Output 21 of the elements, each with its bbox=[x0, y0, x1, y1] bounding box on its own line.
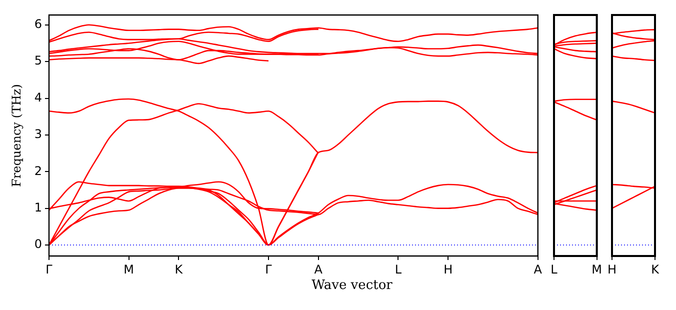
y-tick-label: 5 bbox=[34, 54, 42, 68]
x-tick-label: H bbox=[444, 262, 453, 276]
x-tick-label: Γ bbox=[265, 262, 272, 276]
y-tick-label: 6 bbox=[34, 17, 42, 32]
x-tick-label: K bbox=[174, 262, 184, 276]
x-tick-label: M bbox=[592, 262, 602, 276]
x-tick-label: A bbox=[534, 262, 543, 276]
y-tick-label: 3 bbox=[34, 127, 42, 142]
y-tick-label: 4 bbox=[34, 90, 42, 104]
x-tick-label: H bbox=[607, 262, 617, 276]
x-tick-label: K bbox=[651, 262, 660, 276]
x-tick-label: L bbox=[394, 262, 402, 276]
y-tick-label: 0 bbox=[34, 237, 42, 252]
x-tick-label: L bbox=[550, 262, 558, 276]
y-tick-label: 2 bbox=[34, 164, 42, 178]
y-tick-label: 1 bbox=[34, 200, 42, 214]
x-tick-label: Γ bbox=[46, 262, 53, 276]
x-tick-label: M bbox=[124, 262, 134, 276]
x-tick-label: A bbox=[314, 262, 324, 276]
y-axis-title: Frequency (THz) bbox=[9, 84, 24, 187]
x-axis-title: Wave vector bbox=[310, 278, 394, 293]
